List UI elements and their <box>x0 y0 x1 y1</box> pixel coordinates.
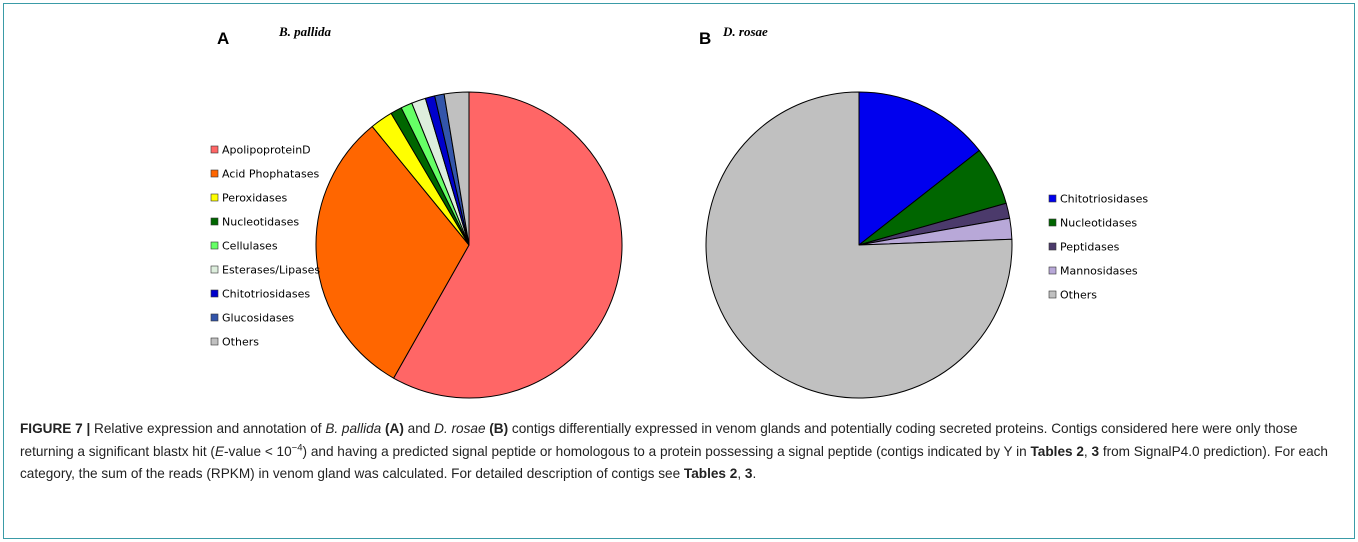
caption-exponent: −4 <box>291 441 303 453</box>
pie-a-legend-label-acid-phophatases: Acid Phophatases <box>222 168 319 181</box>
pie-a-legend-swatch-others <box>210 337 219 346</box>
pie-a-legend-label-cellulases: Cellulases <box>222 240 278 253</box>
pie-a-legend-swatch-cellulases <box>210 241 219 250</box>
caption-species-1: B. pallida <box>325 421 382 436</box>
panel-letter-b: B <box>699 29 711 48</box>
pie-a-legend-swatch-glucosidases <box>210 313 219 322</box>
pie-a-legend-label-nucleotidases: Nucleotidases <box>222 216 299 229</box>
caption-tables-ref-1: Tables 2 <box>1030 443 1084 459</box>
pie-a-legend-label-apolipoproteind: ApolipoproteinD <box>222 144 311 157</box>
caption-text-7: from SignalP4.0 prediction). For each ca… <box>20 443 1328 482</box>
pie-b-legend-label-others: Others <box>1060 289 1097 302</box>
pie-chart-a <box>315 91 623 399</box>
legend-a: ApolipoproteinD Acid Phophatases Peroxidas… <box>210 144 320 349</box>
figure-frame: A B. pallida ApolipoproteinD Acid Phophat… <box>3 3 1355 539</box>
pie-a-legend-swatch-apolipoproteind <box>210 145 219 154</box>
pie-a-legend-swatch-nucleotidases <box>210 217 219 226</box>
pie-a-legend-swatch-esterases-lipases <box>210 265 219 274</box>
legend-b: Chitotriosidases Nucleotidases Peptidases M… <box>1048 193 1148 302</box>
pie-a-slice-others <box>443 91 470 246</box>
pie-a-legend-label-peroxidases: Peroxidases <box>222 192 287 205</box>
pie-b-legend-swatch-mannosidases <box>1048 266 1057 275</box>
pie-b-legend-swatch-others <box>1048 290 1057 299</box>
pie-b-legend-label-nucleotidases: Nucleotidases <box>1060 217 1137 230</box>
figure-caption: FIGURE 7 | Relative expression and annot… <box>20 418 1345 486</box>
caption-panel-b: (B) <box>489 421 509 436</box>
pie-b-legend-swatch-peptidases <box>1048 242 1057 251</box>
caption-tables-ref-2: Tables 2 <box>683 466 738 481</box>
caption-text-5: ) and having a predicted signal peptide … <box>302 443 1031 459</box>
caption-text-1: Relative expression and annotation of <box>90 421 326 436</box>
pie-b-slice-others <box>705 91 1013 399</box>
panel-title-a: B. pallida <box>278 24 332 39</box>
pie-b-legend-label-chitotriosidases: Chitotriosidases <box>1060 193 1148 206</box>
pie-a-legend-swatch-acid-phophatases <box>210 169 219 178</box>
caption-panel-a: (A) <box>385 421 404 436</box>
caption-text-4: -value < 10 <box>224 443 292 459</box>
pie-a-legend-label-others: Others <box>222 336 259 349</box>
caption-table-num-1: 3 <box>1091 443 1100 459</box>
pie-a-legend-swatch-peroxidases <box>210 193 219 202</box>
caption-text-3: contigs differentially expressed in veno… <box>20 421 1298 459</box>
pie-b-slice-chitotriosidases <box>858 91 980 246</box>
figure-charts: A B. pallida ApolipoproteinD Acid Phophat… <box>210 24 1148 399</box>
pie-a-legend-label-glucosidases: Glucosidases <box>222 312 294 325</box>
caption-text-8: , <box>737 466 745 481</box>
panel-title-b: D. rosae <box>722 24 768 39</box>
pie-a-legend-swatch-chitotriosidases <box>210 289 219 298</box>
pie-a-legend-label-chitotriosidases: Chitotriosidases <box>222 288 310 301</box>
caption-text-2: and <box>403 421 435 436</box>
pie-b-legend-swatch-chitotriosidases <box>1048 194 1057 203</box>
pie-b-legend-label-peptidases: Peptidases <box>1060 241 1120 254</box>
caption-evalue-var: E <box>214 443 225 459</box>
caption-species-2: D. rosae <box>434 421 486 436</box>
caption-label: FIGURE 7 | <box>20 421 91 436</box>
panel-letter-a: A <box>217 29 229 48</box>
pie-chart-b <box>705 91 1013 399</box>
caption-text-9: . <box>752 466 757 481</box>
caption-table-num-2: 3 <box>744 466 753 481</box>
pie-a-slice-acid-phophatases <box>315 126 470 379</box>
caption-text-6: , <box>1083 443 1092 459</box>
pie-a-legend-label-esterases-lipases: Esterases/Lipases <box>222 264 320 277</box>
pie-b-legend-swatch-nucleotidases <box>1048 218 1057 227</box>
pie-a-slice-apolipoproteind <box>393 91 623 399</box>
pie-b-legend-label-mannosidases: Mannosidases <box>1060 265 1138 278</box>
